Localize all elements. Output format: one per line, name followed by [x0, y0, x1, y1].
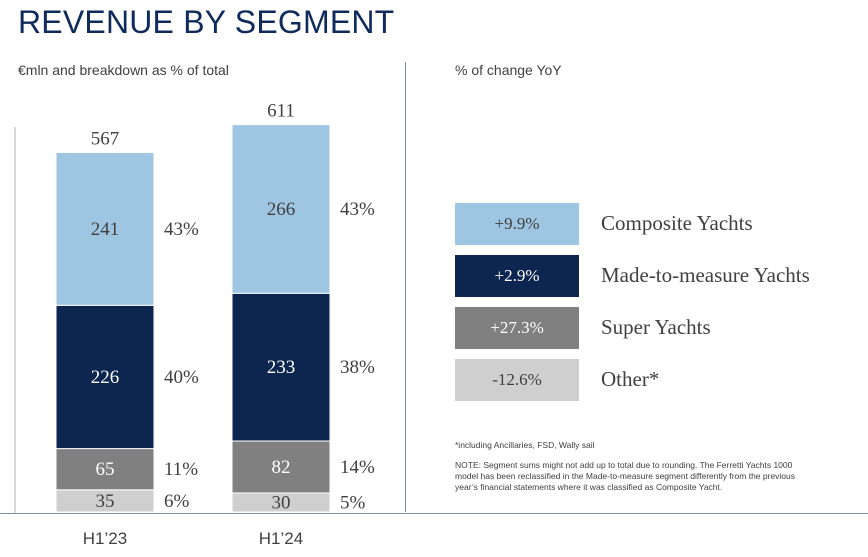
bar-segment-made-to-measure [55, 304, 155, 450]
bar-value-label: 226 [91, 367, 120, 388]
change-box-super: +27.3% [455, 307, 579, 349]
revenue-stacked-bar-chart: 35 6% 65 11% 226 40% 241 43% 567 H1’23 30 5% 82 14% 23… [55, 101, 375, 548]
bar-segment-composite [231, 124, 331, 294]
bar-segment-made-to-measure [231, 292, 331, 442]
footnote: *including Ancillaries, FSD, Wally sail [455, 440, 595, 450]
panel-divider [405, 62, 406, 512]
bar-value-label: 30 [272, 492, 291, 513]
share-label: 6% [164, 491, 190, 512]
bar-segment-super [231, 440, 331, 494]
change-box-composite: +9.9% [455, 203, 579, 245]
change-subtitle: % of change YoY [455, 62, 562, 78]
share-label: 40% [164, 367, 199, 388]
bar-value-label: 266 [267, 199, 296, 220]
bar-total-label: 567 [91, 129, 120, 150]
share-label: 38% [340, 357, 375, 378]
legend-label-super: Super Yachts [601, 315, 711, 339]
chart-subtitle: €mln and breakdown as % of total [18, 62, 229, 78]
change-box-other: -12.6% [455, 359, 579, 401]
bar-value-label: 35 [96, 491, 115, 512]
share-label: 43% [340, 199, 375, 220]
legend-label-made-to-measure: Made-to-measure Yachts [601, 263, 810, 287]
category-label: H1’24 [259, 529, 303, 548]
bar-total-label: 611 [267, 101, 295, 122]
bar-segment-super [55, 448, 155, 491]
share-label: 11% [164, 459, 198, 480]
bar-value-label: 65 [96, 459, 115, 480]
share-label: 43% [164, 219, 199, 240]
legend-label-composite: Composite Yachts [601, 211, 753, 235]
page-title: REVENUE BY SEGMENT [18, 4, 395, 40]
bar-value-label: 82 [272, 457, 291, 478]
axis-line [14, 127, 16, 513]
rounding-note: NOTE: Segment sums might not add up to t… [455, 460, 796, 492]
baseline [0, 513, 868, 514]
bar-value-label: 241 [91, 219, 120, 240]
legend-label-other: Other* [601, 367, 660, 391]
share-label: 5% [340, 492, 366, 513]
bar-value-label: 233 [267, 357, 296, 378]
change-box-made-to-measure: +2.9% [455, 255, 579, 297]
category-label: H1’23 [83, 529, 127, 548]
share-label: 14% [340, 457, 375, 478]
bar-segment-composite [55, 152, 155, 306]
